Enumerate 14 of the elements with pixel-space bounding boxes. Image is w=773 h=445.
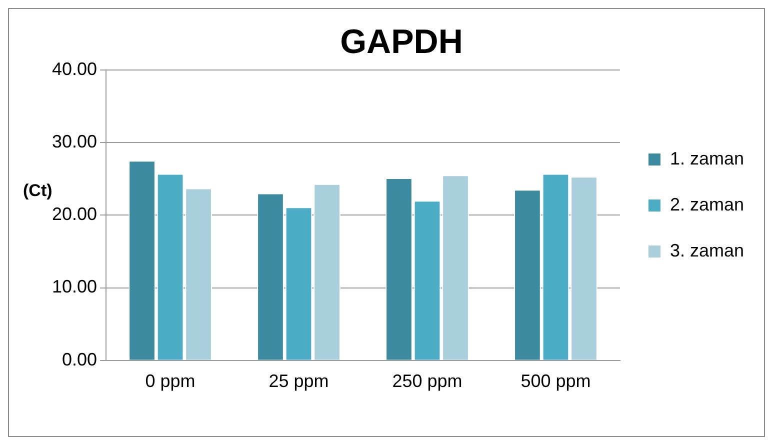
chart-title: GAPDH — [340, 22, 463, 61]
y-tick-label: 30.00 — [52, 131, 98, 152]
y-axis-title: (Ct) — [23, 180, 52, 200]
y-tick-label: 10.00 — [52, 276, 98, 297]
x-tick-label: 25 ppm — [268, 371, 329, 392]
y-tick-label: 0.00 — [62, 349, 98, 370]
legend-label: 2. zaman — [670, 194, 744, 214]
legend-label: 3. zaman — [670, 240, 744, 260]
y-tick-label: 20.00 — [52, 204, 98, 224]
legend-label: 1. zaman — [670, 148, 744, 168]
x-tick-label: 500 ppm — [520, 371, 591, 392]
x-tick-label: 250 ppm — [392, 371, 462, 392]
y-tick-label: 40.00 — [52, 58, 98, 79]
x-tick-label: 0 ppm — [145, 371, 196, 392]
